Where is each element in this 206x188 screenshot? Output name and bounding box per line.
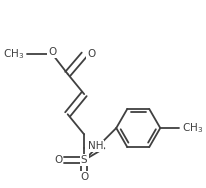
Text: O: O — [54, 155, 62, 165]
Text: CH$_3$: CH$_3$ — [181, 121, 202, 135]
Text: S: S — [81, 155, 87, 165]
Text: CH$_3$: CH$_3$ — [3, 47, 25, 61]
Text: NH: NH — [87, 141, 103, 151]
Text: O: O — [80, 172, 88, 182]
Text: O: O — [48, 47, 56, 57]
Text: O: O — [87, 49, 95, 59]
